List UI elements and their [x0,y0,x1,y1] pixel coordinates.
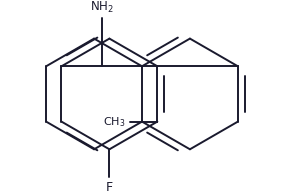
Text: F: F [106,181,113,192]
Text: CH$_3$: CH$_3$ [103,115,126,128]
Text: NH$_2$: NH$_2$ [90,0,114,15]
